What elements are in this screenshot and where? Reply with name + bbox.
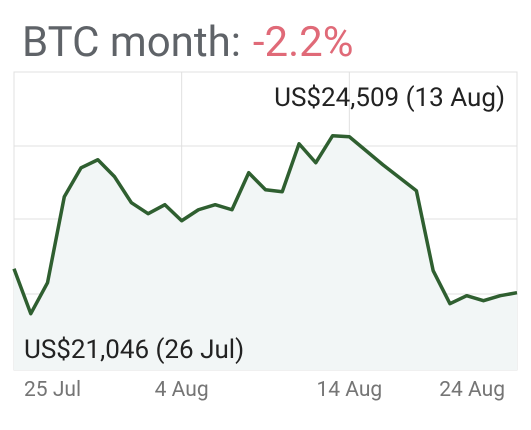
min-label: US$21,046 (26 Jul) [24, 335, 244, 365]
x-tick-label: 4 Aug [155, 378, 209, 402]
x-tick-label: 24 Aug [439, 378, 505, 402]
change: -2.2% [253, 18, 354, 67]
x-tick-label: 14 Aug [316, 378, 382, 402]
title: BTC month: [22, 18, 241, 67]
chart-title: BTC month: -2.2% [22, 18, 354, 67]
x-tick-label: 25 Jul [24, 378, 81, 402]
area [14, 135, 517, 370]
max-label: US$24,509 (13 Aug) [274, 83, 505, 113]
line [12, 134, 518, 316]
